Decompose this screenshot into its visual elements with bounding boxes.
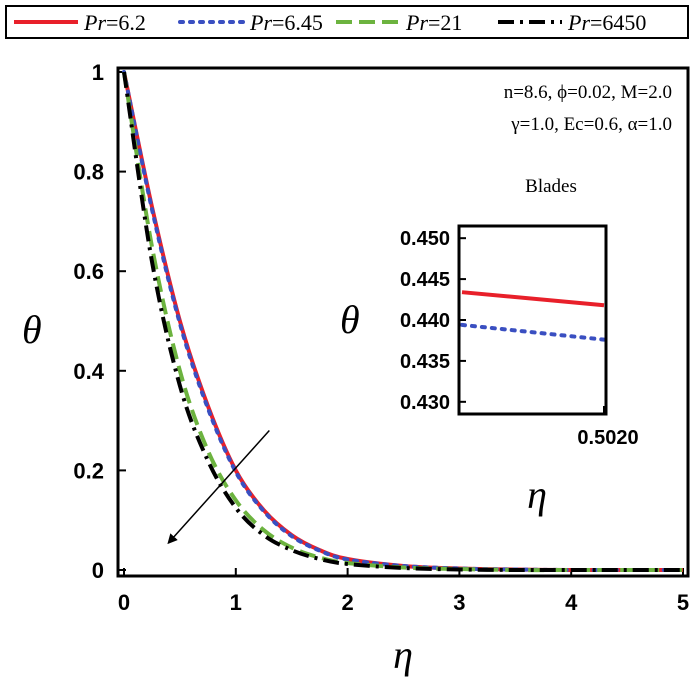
x-tick-label: 5: [677, 590, 689, 615]
inset-frame: [457, 224, 608, 416]
inset-x-tick-label: 0.5020: [577, 427, 638, 449]
y-tick-label: 0.4: [73, 359, 104, 384]
legend-label: Pr=6.2: [83, 10, 146, 35]
inset-y-tick-label: 0.440: [400, 310, 450, 332]
inset-y-tick-label: 0.430: [400, 392, 450, 414]
legend-label: Pr=6450: [567, 10, 646, 35]
series-line-pr-6450: [122, 71, 683, 573]
inset-background: [459, 226, 606, 414]
x-tick-label: 2: [341, 590, 353, 615]
parameter-annotation-line-2: γ=1.0, Ec=0.6, α=1.0: [510, 114, 672, 135]
x-tick-label: 0: [118, 590, 130, 615]
main-plot-frame: [116, 66, 690, 578]
x-tick-label: 1: [230, 590, 242, 615]
legend-label: Pr=21: [405, 10, 462, 35]
y-tick-label: 0.8: [73, 160, 104, 185]
inset-plot: Blades 0.430 0.435 0.440 0.445 0.450 0.5020 η…: [340, 176, 639, 517]
legend: Pr=6.2 Pr=6.45 Pr=21 Pr=6450: [5, 5, 689, 39]
inset-series-line-pr-6-45: [460, 322, 606, 342]
inset-y-tick-label: 0.435: [400, 351, 450, 373]
y-tick-label: 0.2: [73, 458, 104, 483]
main-y-axis-label: θ: [22, 307, 42, 352]
main-x-axis-label: η: [393, 632, 413, 677]
inset-y-tick-label: 0.450: [400, 228, 450, 250]
inset-y-axis-label: θ: [340, 297, 360, 342]
y-tick-label: 0.6: [73, 259, 104, 284]
trend-arrow: [167, 430, 270, 545]
parameter-annotation-line-1: n=8.6, ϕ=0.02, M=2.0: [504, 82, 672, 103]
main-plot: 0 1 2 3 4 5 0 0.2 0.4 0.6 0.8 1 η θ n=8.6, ϕ=0.02, …: [22, 60, 690, 677]
y-tick-label: 0: [92, 558, 104, 583]
inset-x-axis-label: η: [527, 472, 547, 517]
inset-title: Blades: [525, 176, 577, 197]
x-tick-label: 4: [565, 590, 578, 615]
x-tick-label: 3: [453, 590, 465, 615]
y-tick-label: 1: [92, 60, 104, 85]
inset-y-tick-label: 0.445: [400, 269, 450, 291]
legend-label: Pr=6.45: [249, 10, 323, 35]
inset-series-line-pr-6-2: [461, 290, 605, 308]
